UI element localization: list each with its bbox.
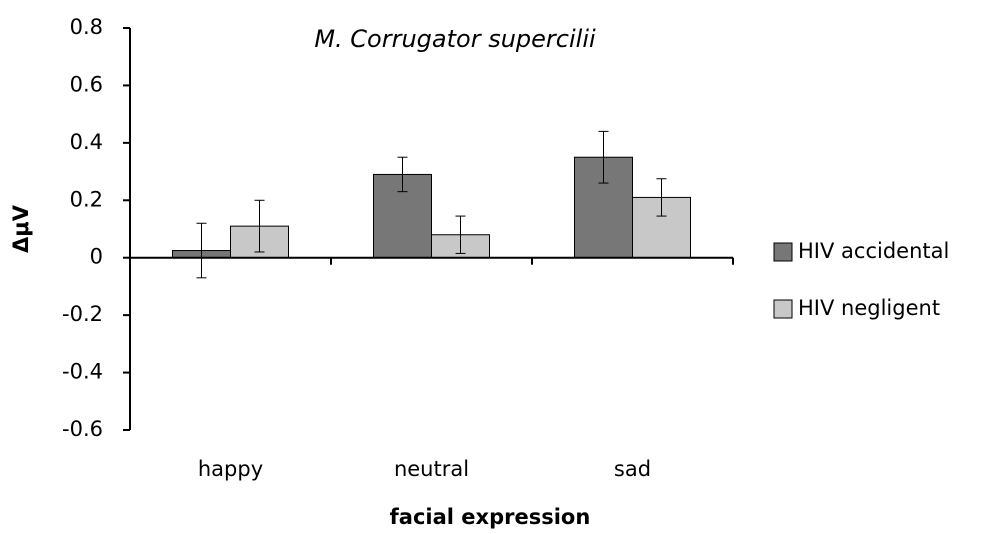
y-tick-label: 0.4 [70, 130, 103, 154]
x-tick-label: neutral [394, 457, 469, 481]
x-tick-label: sad [614, 457, 651, 481]
y-tick-label: 0.6 [70, 72, 103, 96]
y-tick-label: 0 [90, 245, 103, 269]
y-tick-label: 0.2 [70, 187, 103, 211]
chart-title: M. Corrugator supercilii [314, 25, 596, 53]
bar [373, 173, 432, 259]
legend-swatch [773, 299, 793, 319]
y-tick-label: -0.4 [62, 360, 103, 384]
legend-swatch [773, 242, 793, 262]
y-tick-label: -0.6 [62, 417, 103, 441]
x-tick-label: happy [198, 457, 263, 481]
y-tick-label: 0.8 [70, 15, 103, 39]
y-axis-label: ΔμV [9, 204, 33, 253]
x-axis-label: facial expression [390, 505, 591, 529]
y-tick-label: -0.2 [62, 302, 103, 326]
legend-label: HIV accidental [798, 239, 949, 263]
legend-label: HIV negligent [798, 296, 940, 320]
